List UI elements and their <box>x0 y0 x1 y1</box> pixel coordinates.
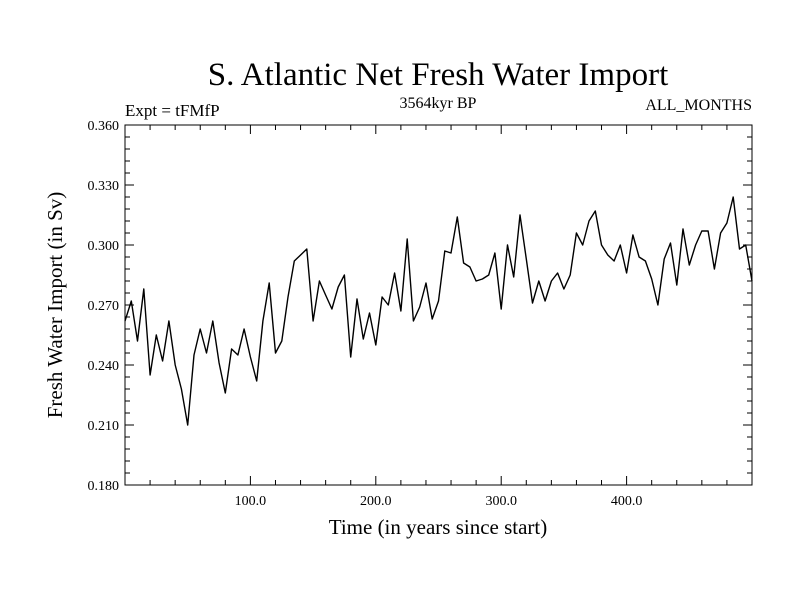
x-axis-label: Time (in years since start) <box>329 515 548 539</box>
x-tick-label: 400.0 <box>611 494 643 509</box>
months-label: ALL_MONTHS <box>645 97 752 114</box>
y-tick-label: 0.270 <box>88 299 120 314</box>
x-tick-label: 300.0 <box>485 494 517 509</box>
y-tick-label: 0.300 <box>88 239 120 254</box>
y-axis-label: Fresh Water Import (in Sv) <box>43 192 67 419</box>
x-tick-label: 100.0 <box>235 494 267 509</box>
experiment-label: Expt = tFMfP <box>125 101 220 120</box>
y-tick-label: 0.210 <box>88 419 120 434</box>
series-layer <box>124 196 753 426</box>
y-tick-label: 0.180 <box>88 479 120 494</box>
series-line <box>124 196 753 426</box>
x-tick-label: 200.0 <box>360 494 392 509</box>
y-tick-label: 0.330 <box>88 179 120 194</box>
chart-title: S. Atlantic Net Fresh Water Import <box>208 57 669 93</box>
axes-layer: 0.180 0.210 0.240 0.270 0.300 0.330 0.360 100.0… <box>88 119 753 509</box>
y-tick-label: 0.240 <box>88 359 120 374</box>
chart-subtitle: 3564kyr BP <box>400 95 477 112</box>
y-tick-label: 0.360 <box>88 119 120 134</box>
